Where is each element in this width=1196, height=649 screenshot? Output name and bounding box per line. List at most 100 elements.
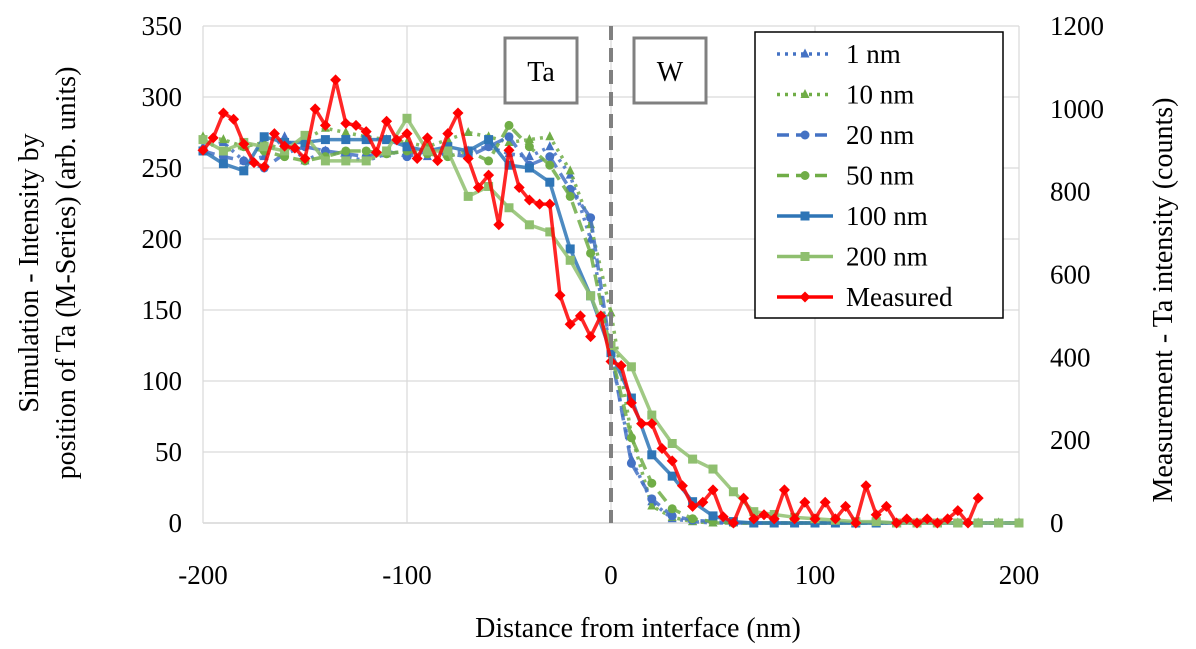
legend-item: 20 nm [777, 120, 914, 150]
data-point [647, 450, 657, 460]
data-point [911, 517, 923, 529]
data-point [586, 248, 596, 258]
data-point [574, 310, 586, 322]
data-point [545, 152, 555, 162]
legend-item: 1 nm [777, 39, 901, 69]
data-point [647, 478, 657, 488]
data-point [636, 418, 648, 430]
data-point [860, 480, 872, 492]
data-point [452, 107, 464, 119]
data-point [606, 307, 616, 317]
legend-label: 10 nm [846, 80, 914, 110]
data-point [259, 132, 269, 142]
data-point [921, 513, 933, 525]
data-point [727, 517, 739, 529]
w-region-box: W [632, 36, 708, 105]
data-point [840, 500, 852, 512]
legend-label: 1 nm [846, 39, 901, 69]
data-point [901, 513, 913, 525]
x-tick-label: 0 [604, 560, 618, 590]
data-point [626, 362, 636, 372]
data-point [586, 291, 596, 301]
data-point [503, 144, 515, 156]
y-right-axis-title: Measurement - Ta intensity (counts) [1148, 98, 1179, 503]
data-point [625, 397, 637, 409]
data-point [565, 165, 575, 175]
legend: 1 nm 10 nm 20 nm 50 nm 100 nm 200 nm Measured [754, 31, 1004, 319]
x-tick-label: 100 [795, 560, 836, 590]
data-point [545, 177, 555, 187]
data-point [931, 517, 943, 529]
legend-item: 50 nm [777, 161, 914, 191]
data-point [361, 135, 371, 145]
ta-region-box: Ta [503, 36, 579, 105]
data-point [402, 142, 412, 152]
y-left-tick-label: 300 [142, 82, 183, 112]
series-measured [197, 74, 984, 529]
data-point [484, 135, 494, 145]
data-point [809, 513, 821, 525]
data-point [411, 153, 423, 165]
y-right-tick-label: 800 [1050, 177, 1091, 207]
series-line [202, 126, 1019, 525]
data-point [667, 504, 677, 514]
data-point [504, 160, 514, 170]
data-point [656, 442, 668, 454]
data-point [402, 113, 412, 123]
data-point [382, 135, 392, 145]
data-point [952, 505, 964, 517]
data-point [565, 255, 575, 265]
data-point [870, 509, 882, 521]
legend-label: 200 nm [846, 242, 928, 272]
data-point [615, 360, 627, 372]
legend-marker [800, 171, 810, 180]
data-point [829, 513, 841, 525]
data-point [239, 166, 249, 176]
data-point [647, 410, 657, 420]
data-point [300, 130, 310, 140]
y-right-tick-label: 1000 [1050, 94, 1104, 124]
data-point [484, 181, 494, 191]
data-point [340, 117, 352, 129]
data-point [391, 134, 403, 146]
data-point [667, 471, 677, 481]
data-point [207, 132, 219, 144]
data-point [279, 140, 291, 152]
data-point [493, 219, 505, 231]
data-point [320, 156, 330, 166]
data-point [688, 454, 698, 464]
legend-marker [800, 89, 810, 98]
w-region-label: W [657, 57, 684, 88]
data-point [483, 169, 495, 181]
data-point [626, 458, 636, 468]
data-point [789, 513, 801, 525]
data-point [595, 310, 607, 322]
data-point [524, 220, 534, 230]
legend-label: 50 nm [846, 161, 914, 191]
x-tick-label: -100 [382, 560, 432, 590]
data-point [319, 119, 331, 131]
y-left-tick-label: 0 [169, 508, 183, 538]
data-point [962, 517, 974, 529]
data-point [341, 156, 351, 166]
legend-label: 100 nm [846, 201, 928, 231]
y-right-tick-label: 1200 [1050, 11, 1104, 41]
legend-item: 200 nm [777, 242, 928, 272]
data-point [330, 74, 342, 86]
data-point [524, 151, 534, 161]
legend-label: Measured [846, 282, 953, 312]
data-point [300, 137, 310, 147]
data-point [534, 198, 546, 210]
data-point [697, 496, 709, 508]
data-point [299, 153, 311, 165]
data-point [606, 348, 616, 358]
data-point [758, 509, 770, 521]
y-left-tick-label: 150 [142, 295, 183, 325]
data-point [942, 513, 954, 525]
data-point [239, 156, 249, 166]
legend-marker [800, 211, 810, 221]
data-point [738, 492, 750, 504]
data-point [749, 507, 759, 517]
y-left-tick-label: 50 [155, 437, 182, 467]
